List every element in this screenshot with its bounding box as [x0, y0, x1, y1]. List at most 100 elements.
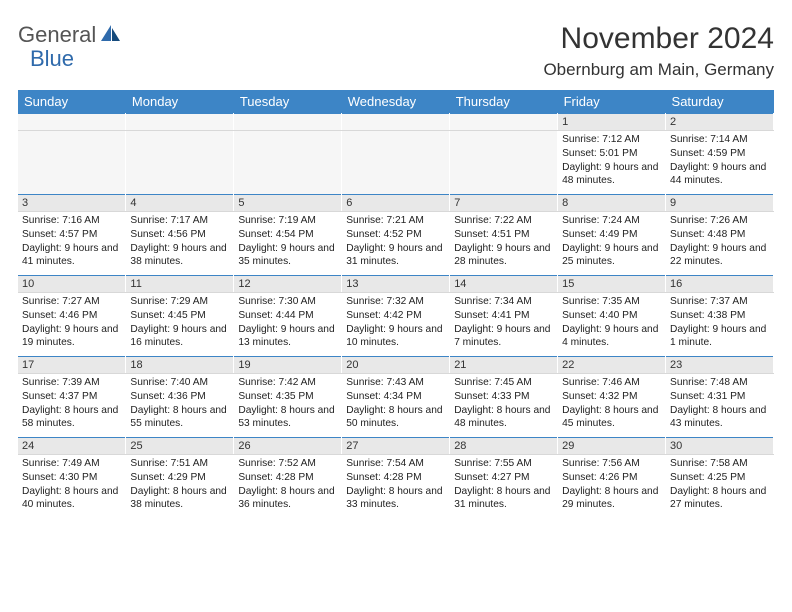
day-cell: Sunrise: 7:29 AMSunset: 4:45 PMDaylight:…	[126, 293, 234, 357]
logo-text-general: General	[18, 22, 96, 48]
day-content-row: Sunrise: 7:12 AMSunset: 5:01 PMDaylight:…	[18, 131, 774, 195]
day-number: 4	[126, 195, 234, 212]
day-number	[234, 114, 342, 131]
sunrise-text: Sunrise: 7:46 AM	[562, 376, 661, 390]
day-number: 2	[666, 114, 774, 131]
weekday-header: Saturday	[666, 90, 774, 114]
day-number	[18, 114, 126, 131]
sunrise-text: Sunrise: 7:42 AM	[238, 376, 337, 390]
sunset-text: Sunset: 4:46 PM	[22, 309, 121, 323]
header: General November 2024 Obernburg am Main,…	[18, 22, 774, 80]
sunset-text: Sunset: 4:49 PM	[562, 228, 661, 242]
day-number: 10	[18, 276, 126, 293]
sunset-text: Sunset: 4:52 PM	[346, 228, 445, 242]
sunset-text: Sunset: 5:01 PM	[562, 147, 661, 161]
sunset-text: Sunset: 4:33 PM	[454, 390, 553, 404]
day-number: 11	[126, 276, 234, 293]
daylight-text: Daylight: 8 hours and 45 minutes.	[562, 404, 661, 432]
sunrise-text: Sunrise: 7:56 AM	[562, 457, 661, 471]
day-cell: Sunrise: 7:34 AMSunset: 4:41 PMDaylight:…	[450, 293, 558, 357]
title-block: November 2024 Obernburg am Main, Germany	[543, 22, 774, 80]
day-number: 27	[342, 438, 450, 455]
sunset-text: Sunset: 4:57 PM	[22, 228, 121, 242]
sunset-text: Sunset: 4:59 PM	[670, 147, 769, 161]
daylight-text: Daylight: 8 hours and 50 minutes.	[346, 404, 445, 432]
day-content-row: Sunrise: 7:16 AMSunset: 4:57 PMDaylight:…	[18, 212, 774, 276]
daylight-text: Daylight: 9 hours and 38 minutes.	[130, 242, 229, 270]
logo-blue-line: Blue	[30, 46, 74, 72]
day-cell: Sunrise: 7:54 AMSunset: 4:28 PMDaylight:…	[342, 455, 450, 519]
daylight-text: Daylight: 9 hours and 19 minutes.	[22, 323, 121, 351]
day-number: 23	[666, 357, 774, 374]
day-cell: Sunrise: 7:26 AMSunset: 4:48 PMDaylight:…	[666, 212, 774, 276]
daylight-text: Daylight: 9 hours and 1 minute.	[670, 323, 769, 351]
sunset-text: Sunset: 4:40 PM	[562, 309, 661, 323]
daylight-text: Daylight: 9 hours and 13 minutes.	[238, 323, 337, 351]
sunset-text: Sunset: 4:28 PM	[346, 471, 445, 485]
day-cell: Sunrise: 7:16 AMSunset: 4:57 PMDaylight:…	[18, 212, 126, 276]
day-number: 1	[558, 114, 666, 131]
sunset-text: Sunset: 4:44 PM	[238, 309, 337, 323]
day-number: 21	[450, 357, 558, 374]
daylight-text: Daylight: 9 hours and 16 minutes.	[130, 323, 229, 351]
calendar-body: 12Sunrise: 7:12 AMSunset: 5:01 PMDayligh…	[18, 114, 774, 519]
sunrise-text: Sunrise: 7:40 AM	[130, 376, 229, 390]
day-number: 18	[126, 357, 234, 374]
daylight-text: Daylight: 8 hours and 40 minutes.	[22, 485, 121, 513]
sunrise-text: Sunrise: 7:22 AM	[454, 214, 553, 228]
sunset-text: Sunset: 4:36 PM	[130, 390, 229, 404]
day-content-row: Sunrise: 7:27 AMSunset: 4:46 PMDaylight:…	[18, 293, 774, 357]
sunrise-text: Sunrise: 7:17 AM	[130, 214, 229, 228]
day-cell: Sunrise: 7:39 AMSunset: 4:37 PMDaylight:…	[18, 374, 126, 438]
day-cell: Sunrise: 7:17 AMSunset: 4:56 PMDaylight:…	[126, 212, 234, 276]
day-cell: Sunrise: 7:27 AMSunset: 4:46 PMDaylight:…	[18, 293, 126, 357]
sunset-text: Sunset: 4:31 PM	[670, 390, 769, 404]
daylight-text: Daylight: 9 hours and 4 minutes.	[562, 323, 661, 351]
sunrise-text: Sunrise: 7:55 AM	[454, 457, 553, 471]
sunrise-text: Sunrise: 7:16 AM	[22, 214, 121, 228]
sunset-text: Sunset: 4:48 PM	[670, 228, 769, 242]
day-content-row: Sunrise: 7:39 AMSunset: 4:37 PMDaylight:…	[18, 374, 774, 438]
sunset-text: Sunset: 4:56 PM	[130, 228, 229, 242]
weekday-header: Sunday	[18, 90, 126, 114]
day-number	[342, 114, 450, 131]
sunset-text: Sunset: 4:41 PM	[454, 309, 553, 323]
day-number: 12	[234, 276, 342, 293]
logo-text-blue: Blue	[30, 46, 74, 71]
day-cell: Sunrise: 7:56 AMSunset: 4:26 PMDaylight:…	[558, 455, 666, 519]
day-cell: Sunrise: 7:52 AMSunset: 4:28 PMDaylight:…	[234, 455, 342, 519]
day-cell: Sunrise: 7:46 AMSunset: 4:32 PMDaylight:…	[558, 374, 666, 438]
day-number: 9	[666, 195, 774, 212]
daylight-text: Daylight: 8 hours and 55 minutes.	[130, 404, 229, 432]
sunset-text: Sunset: 4:26 PM	[562, 471, 661, 485]
day-number: 19	[234, 357, 342, 374]
day-cell: Sunrise: 7:37 AMSunset: 4:38 PMDaylight:…	[666, 293, 774, 357]
day-number: 17	[18, 357, 126, 374]
weekday-header: Friday	[558, 90, 666, 114]
daylight-text: Daylight: 8 hours and 58 minutes.	[22, 404, 121, 432]
sunrise-text: Sunrise: 7:30 AM	[238, 295, 337, 309]
day-number: 26	[234, 438, 342, 455]
day-cell: Sunrise: 7:40 AMSunset: 4:36 PMDaylight:…	[126, 374, 234, 438]
daylight-text: Daylight: 8 hours and 29 minutes.	[562, 485, 661, 513]
day-number: 7	[450, 195, 558, 212]
daylight-text: Daylight: 9 hours and 41 minutes.	[22, 242, 121, 270]
weekday-header: Tuesday	[234, 90, 342, 114]
day-number-row: 24252627282930	[18, 438, 774, 455]
day-number: 25	[126, 438, 234, 455]
sunset-text: Sunset: 4:32 PM	[562, 390, 661, 404]
sunrise-text: Sunrise: 7:29 AM	[130, 295, 229, 309]
sunset-text: Sunset: 4:37 PM	[22, 390, 121, 404]
weekday-header-row: SundayMondayTuesdayWednesdayThursdayFrid…	[18, 90, 774, 114]
sunrise-text: Sunrise: 7:24 AM	[562, 214, 661, 228]
day-cell	[450, 131, 558, 195]
sunrise-text: Sunrise: 7:48 AM	[670, 376, 769, 390]
day-number: 13	[342, 276, 450, 293]
day-number: 16	[666, 276, 774, 293]
weekday-header: Thursday	[450, 90, 558, 114]
day-number: 5	[234, 195, 342, 212]
sunset-text: Sunset: 4:51 PM	[454, 228, 553, 242]
day-number-row: 12	[18, 114, 774, 131]
day-cell: Sunrise: 7:43 AMSunset: 4:34 PMDaylight:…	[342, 374, 450, 438]
day-cell: Sunrise: 7:51 AMSunset: 4:29 PMDaylight:…	[126, 455, 234, 519]
